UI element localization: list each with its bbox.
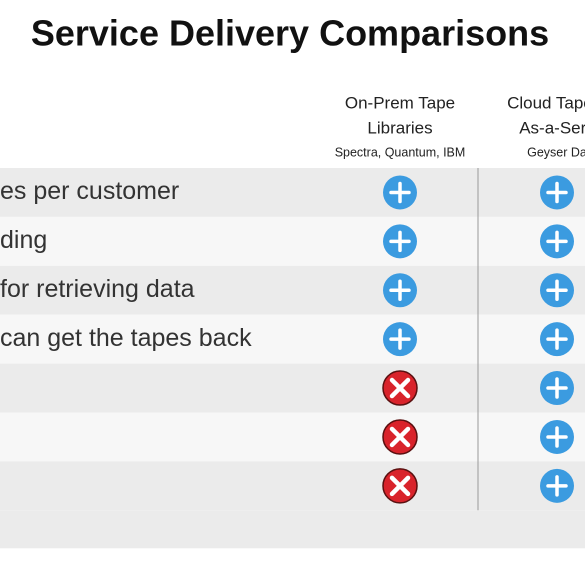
column-title: On-Prem Tape	[345, 93, 455, 112]
row-background	[0, 412, 585, 462]
row-label: for retrieving data	[0, 275, 195, 303]
plus-icon	[540, 371, 574, 406]
column-vendors: Spectra, Quantum, IBM	[335, 145, 466, 159]
column-title: Cloud Tape L	[507, 93, 585, 112]
row-background	[0, 461, 585, 511]
column-title: Libraries	[367, 118, 432, 137]
plus-icon	[540, 419, 574, 454]
row-background	[0, 265, 585, 315]
row-label: can get the tapes back	[0, 324, 252, 352]
plus-icon	[540, 468, 574, 503]
plus-icon	[383, 322, 417, 357]
slide-title: Service Delivery Comparisons	[31, 13, 549, 54]
row-background	[0, 510, 585, 549]
row-background	[0, 314, 585, 364]
row-label: es per customer	[0, 177, 179, 205]
plus-icon	[540, 273, 574, 308]
column-title: As-a-Serv	[519, 118, 585, 137]
plus-icon	[540, 322, 574, 357]
column-vendors: Geyser Da	[527, 145, 585, 159]
plus-icon	[540, 224, 574, 259]
plus-icon	[383, 224, 417, 259]
x-icon	[382, 370, 418, 406]
plus-icon	[540, 175, 574, 210]
plus-icon	[383, 273, 417, 308]
row-label: ding	[0, 226, 47, 254]
row-background	[0, 216, 585, 266]
x-icon	[382, 419, 418, 455]
plus-icon	[383, 175, 417, 210]
row-background	[0, 168, 585, 217]
x-icon	[382, 468, 418, 504]
row-background	[0, 363, 585, 413]
